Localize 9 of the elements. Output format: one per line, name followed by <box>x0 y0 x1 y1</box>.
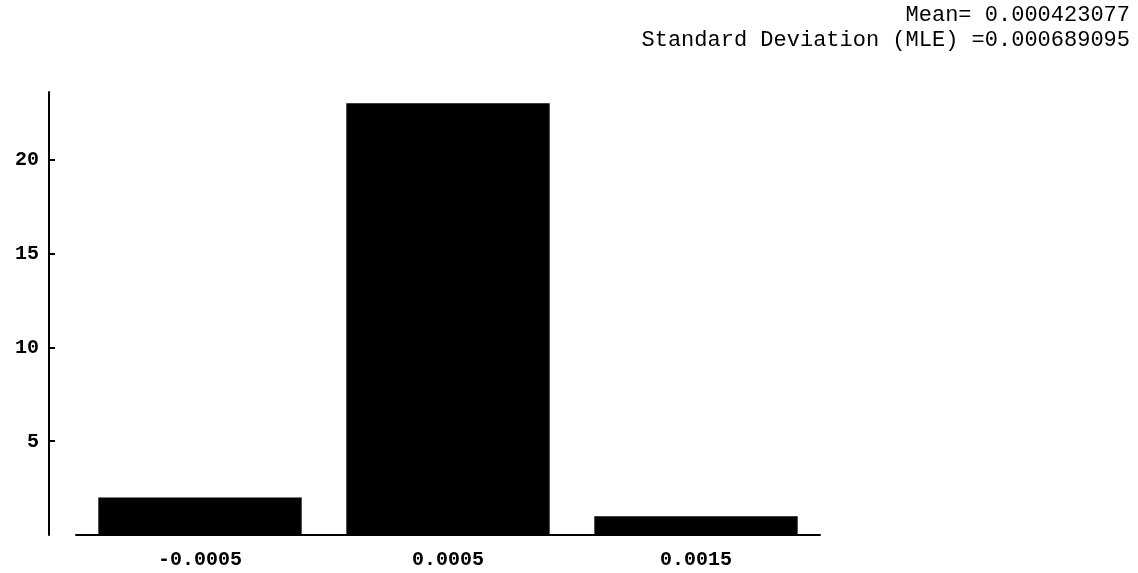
y-tick-label: 15 <box>14 241 39 265</box>
x-tick-label: 0.0005 <box>411 547 485 571</box>
x-tick-label: 0.0015 <box>659 547 733 571</box>
y-tick-label: 20 <box>14 148 39 172</box>
text: Mean= 0.000423077 <box>905 2 1130 28</box>
x-tick-label: -0.0005 <box>157 547 243 571</box>
text: Standard Deviation (MLE) =0.000689095 <box>641 27 1130 53</box>
y-tick-label: 5 <box>26 429 39 453</box>
y-tick-label: 10 <box>14 335 39 359</box>
